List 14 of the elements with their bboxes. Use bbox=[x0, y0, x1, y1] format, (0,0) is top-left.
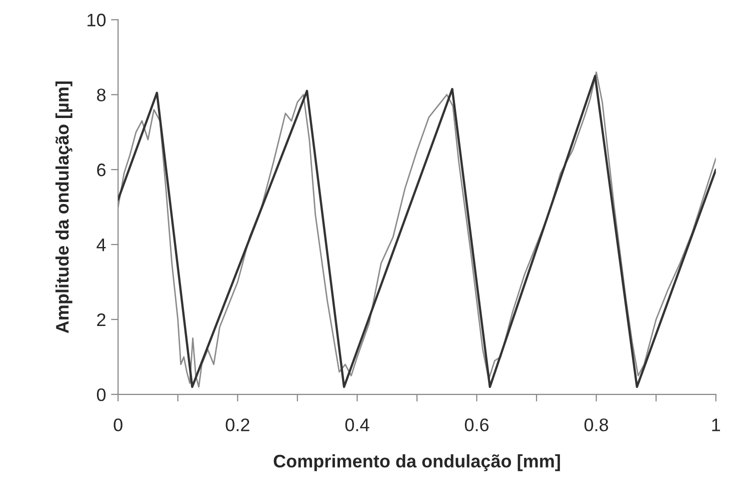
x-tick-label: 0.4 bbox=[345, 418, 370, 432]
x-tick-label: 0 bbox=[114, 418, 122, 432]
y-tick-label: 8 bbox=[97, 88, 106, 102]
y-axis-title: Amplitude da ondulação [µm] bbox=[55, 81, 72, 334]
x-tick-label: 0.6 bbox=[464, 418, 489, 432]
x-axis-title: Comprimento da ondulação [mm] bbox=[274, 454, 560, 472]
y-tick-label: 4 bbox=[96, 238, 106, 252]
y-tick-label: 6 bbox=[97, 164, 106, 176]
x-tick-label: 0.8 bbox=[584, 418, 608, 432]
y-tick-label: 2 bbox=[97, 313, 106, 326]
x-tick-label: 1 bbox=[712, 418, 720, 432]
x-tick-label: 0.2 bbox=[226, 418, 250, 432]
y-tick-label: 10 bbox=[88, 14, 106, 26]
y-tick-label: 0 bbox=[96, 388, 106, 402]
